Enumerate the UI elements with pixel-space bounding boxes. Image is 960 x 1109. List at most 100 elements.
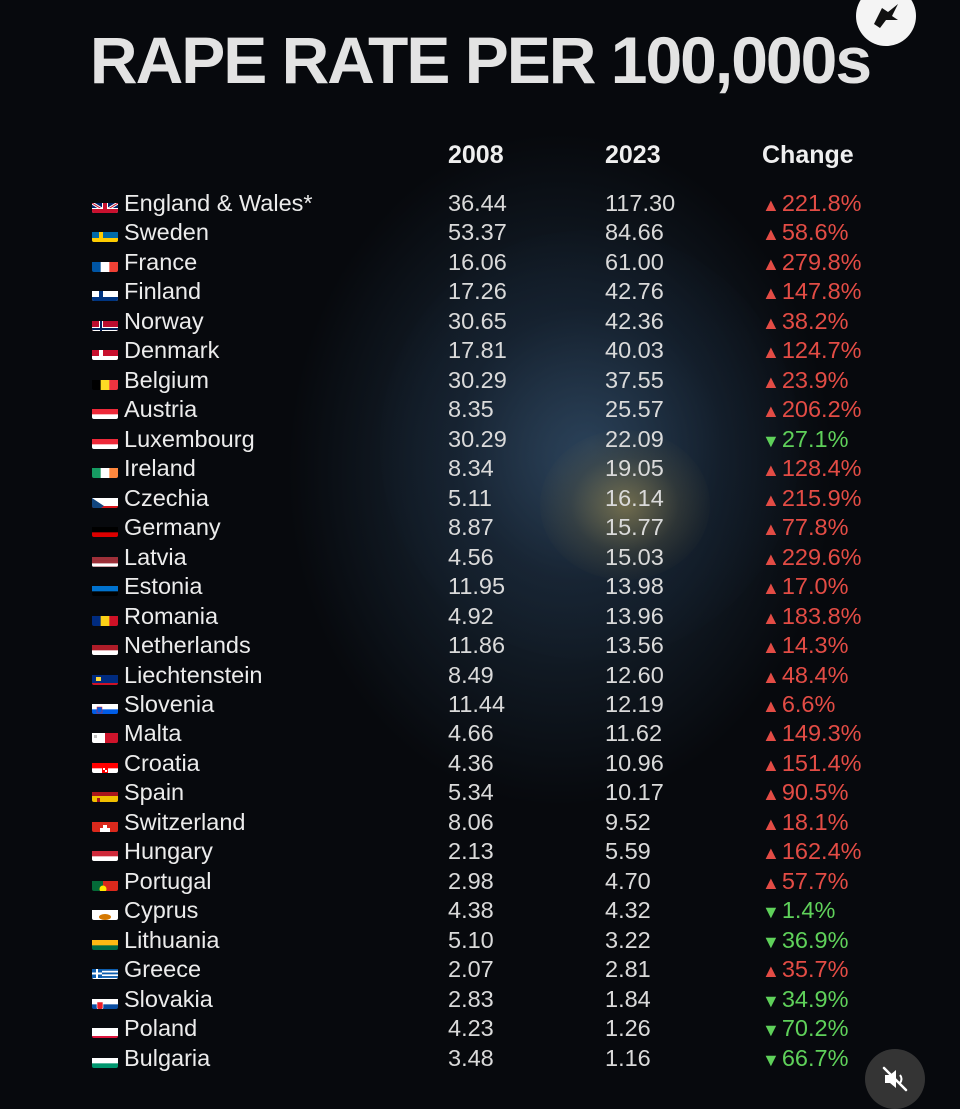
flag-pt-icon — [92, 875, 118, 891]
change-percent: 128.4% — [782, 455, 862, 481]
value-2023: 19.05 — [605, 454, 664, 483]
value-2008: 4.56 — [448, 543, 494, 572]
change-value: ▲128.4% — [762, 454, 862, 485]
flag-li-icon — [92, 669, 118, 685]
value-2023: 5.59 — [605, 837, 651, 866]
arrow-up-icon: ▲ — [762, 814, 780, 834]
country-label: Latvia — [124, 543, 187, 572]
country-label: Luxembourg — [124, 425, 255, 454]
value-2008: 8.35 — [448, 395, 494, 424]
mute-button[interactable] — [865, 1049, 925, 1109]
flag-ie-icon — [92, 462, 118, 478]
change-percent: 77.8% — [782, 514, 849, 540]
arrow-up-icon: ▲ — [762, 519, 780, 539]
column-header-2008: 2008 — [448, 141, 504, 170]
value-2008: 8.34 — [448, 454, 494, 483]
value-2008: 8.49 — [448, 661, 494, 690]
change-percent: 124.7% — [782, 337, 862, 363]
arrow-up-icon: ▲ — [762, 961, 780, 981]
value-2008: 4.66 — [448, 719, 494, 748]
flag-gr-icon — [92, 963, 118, 979]
arrow-up-icon: ▲ — [762, 372, 780, 392]
change-percent: 151.4% — [782, 750, 862, 776]
change-percent: 6.6% — [782, 691, 836, 717]
change-value: ▲183.8% — [762, 602, 862, 633]
value-2023: 117.30 — [605, 189, 675, 218]
value-2008: 2.98 — [448, 867, 494, 896]
arrow-up-icon: ▲ — [762, 490, 780, 510]
flag-lu-icon — [92, 433, 118, 449]
value-2023: 40.03 — [605, 336, 664, 365]
country-label: Germany — [124, 513, 221, 542]
country-label: Estonia — [124, 572, 202, 601]
country-label: Poland — [124, 1014, 197, 1043]
arrow-up-icon: ▲ — [762, 549, 780, 569]
value-2008: 3.48 — [448, 1044, 494, 1073]
flag-lt-icon — [92, 934, 118, 950]
arrow-down-icon: ▼ — [762, 991, 780, 1011]
arrow-down-icon: ▼ — [762, 1020, 780, 1040]
country-label: Finland — [124, 277, 201, 306]
arrow-down-icon: ▼ — [762, 431, 780, 451]
value-2008: 4.36 — [448, 749, 494, 778]
country-label: Slovenia — [124, 690, 214, 719]
arrow-up-icon: ▲ — [762, 313, 780, 333]
flag-nl-icon — [92, 639, 118, 655]
change-value: ▼36.9% — [762, 926, 848, 957]
change-percent: 149.3% — [782, 720, 862, 746]
change-percent: 36.9% — [782, 927, 849, 953]
change-percent: 221.8% — [782, 190, 862, 216]
change-value: ▲17.0% — [762, 572, 848, 603]
change-percent: 70.2% — [782, 1015, 849, 1041]
value-2008: 30.65 — [448, 307, 507, 336]
change-percent: 183.8% — [782, 603, 862, 629]
column-header-change: Change — [762, 141, 854, 170]
value-2008: 4.23 — [448, 1014, 494, 1043]
country-label: Cyprus — [124, 896, 198, 925]
value-2023: 10.96 — [605, 749, 664, 778]
value-2008: 11.44 — [448, 690, 505, 719]
arrow-up-icon: ▲ — [762, 254, 780, 274]
value-2023: 15.77 — [605, 513, 664, 542]
country-label: France — [124, 248, 197, 277]
change-value: ▲57.7% — [762, 867, 848, 898]
flag-si-icon — [92, 698, 118, 714]
value-2023: 61.00 — [605, 248, 664, 277]
flag-mt-icon — [92, 727, 118, 743]
country-label: Norway — [124, 307, 204, 336]
flag-de-icon — [92, 521, 118, 537]
flag-ee-icon — [92, 580, 118, 596]
change-percent: 27.1% — [782, 426, 849, 452]
country-label: Netherlands — [124, 631, 251, 660]
value-2023: 4.32 — [605, 896, 651, 925]
change-value: ▲279.8% — [762, 248, 862, 279]
country-label: Portugal — [124, 867, 212, 896]
value-2023: 10.17 — [605, 778, 664, 807]
flag-hu-icon — [92, 845, 118, 861]
change-percent: 17.0% — [782, 573, 849, 599]
country-label: Slovakia — [124, 985, 213, 1014]
flag-hr-icon — [92, 757, 118, 773]
change-value: ▲206.2% — [762, 395, 862, 426]
change-percent: 35.7% — [782, 956, 849, 982]
value-2008: 5.11 — [448, 484, 492, 513]
value-2008: 5.10 — [448, 926, 494, 955]
value-2023: 2.81 — [605, 955, 651, 984]
value-2008: 11.95 — [448, 572, 505, 601]
flag-cy-icon — [92, 904, 118, 920]
change-value: ▲14.3% — [762, 631, 848, 662]
arrow-up-icon: ▲ — [762, 460, 780, 480]
change-value: ▼34.9% — [762, 985, 848, 1016]
value-2008: 30.29 — [448, 425, 507, 454]
flag-fi-icon — [92, 285, 118, 301]
country-label: Lithuania — [124, 926, 219, 955]
country-label: Switzerland — [124, 808, 245, 837]
